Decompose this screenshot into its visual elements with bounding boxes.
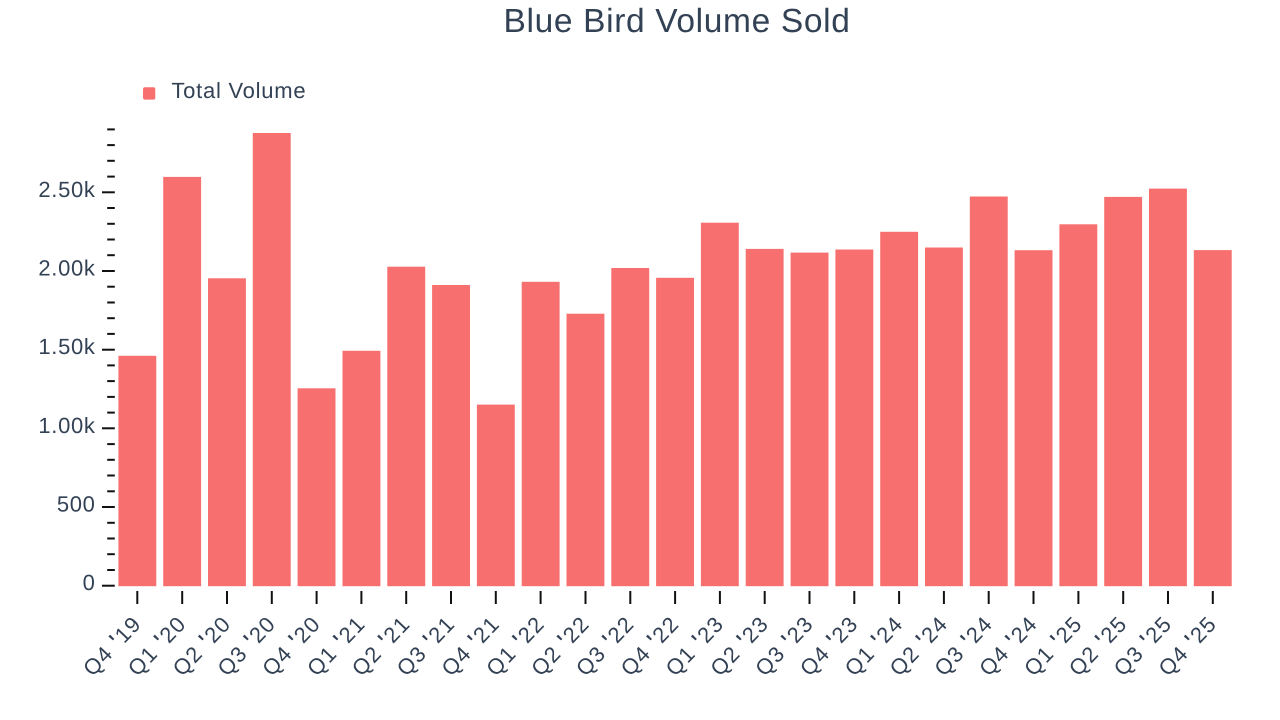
svg-text:2.00k: 2.00k bbox=[38, 256, 95, 281]
svg-text:500: 500 bbox=[57, 492, 96, 517]
svg-text:Total Volume: Total Volume bbox=[171, 78, 306, 103]
svg-text:1.50k: 1.50k bbox=[38, 334, 95, 359]
svg-text:1.00k: 1.00k bbox=[38, 413, 95, 438]
svg-text:0: 0 bbox=[83, 570, 96, 595]
svg-text:Blue Bird Volume Sold: Blue Bird Volume Sold bbox=[504, 3, 851, 40]
svg-text:2.50k: 2.50k bbox=[38, 177, 95, 202]
